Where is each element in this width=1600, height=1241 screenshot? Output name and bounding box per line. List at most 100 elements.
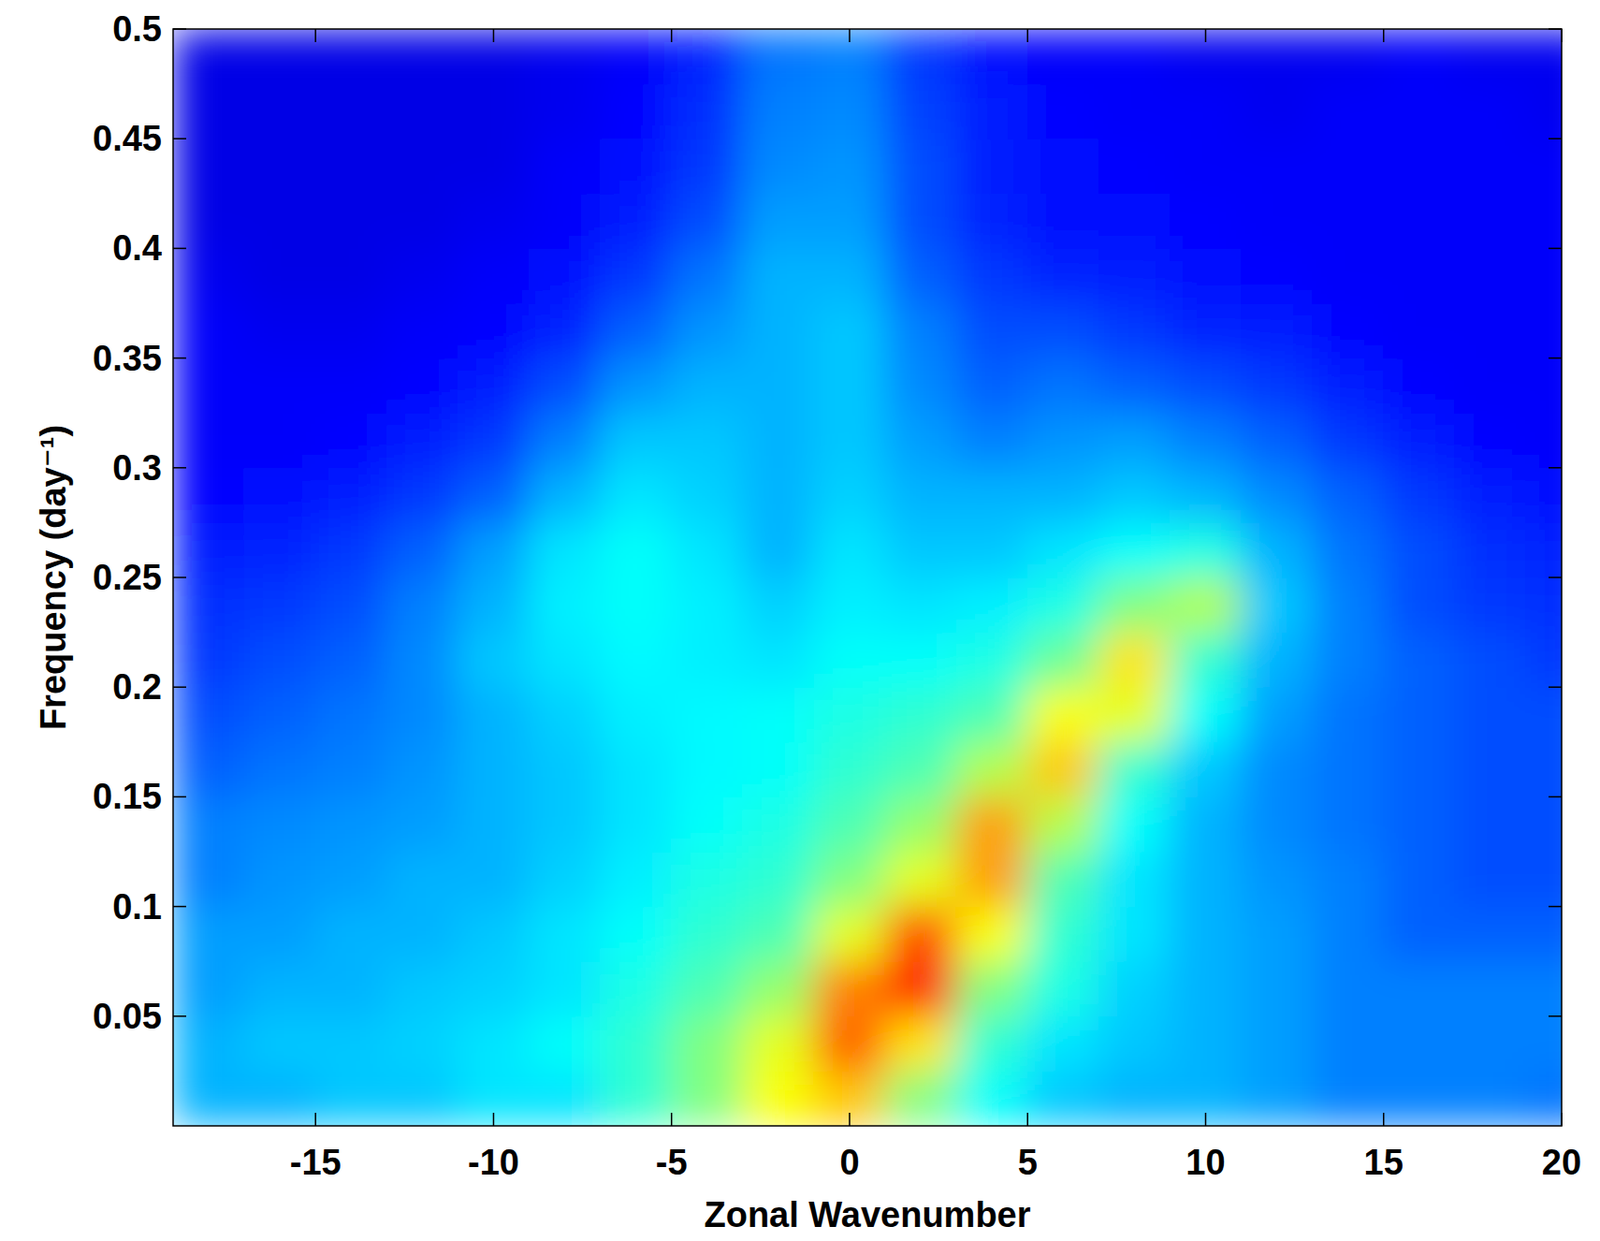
cell	[1027, 247, 1100, 305]
y-tick	[1548, 137, 1562, 140]
x-tick	[493, 1112, 495, 1126]
cell	[1027, 466, 1100, 524]
cell	[885, 29, 958, 85]
cell	[457, 303, 530, 360]
cell	[386, 686, 459, 743]
cell	[599, 83, 672, 140]
cell	[670, 138, 743, 195]
cell	[741, 905, 815, 962]
cell	[670, 960, 743, 1018]
y-tick	[1548, 576, 1562, 579]
cell	[1382, 960, 1455, 1018]
cell	[244, 1015, 317, 1072]
cell	[1382, 1070, 1455, 1126]
cell	[1169, 247, 1242, 305]
cell	[885, 686, 958, 743]
cell	[1525, 796, 1562, 853]
cell	[315, 138, 388, 195]
cell	[1454, 357, 1527, 414]
cell	[599, 686, 672, 743]
cell	[173, 357, 246, 414]
cell	[741, 192, 815, 249]
cell	[1098, 357, 1171, 414]
cell	[885, 1070, 958, 1126]
cell	[173, 247, 246, 305]
y-tick	[1548, 905, 1562, 908]
cell	[528, 1070, 601, 1126]
x-tick-label: 15	[1364, 1142, 1404, 1182]
cell	[670, 796, 743, 853]
y-tick-label: 0.1	[112, 887, 162, 927]
y-tick	[173, 685, 187, 688]
cell	[885, 796, 958, 853]
y-tick	[1548, 1015, 1562, 1018]
cell	[599, 466, 672, 524]
cell	[386, 522, 459, 579]
x-tick	[493, 29, 495, 43]
cell	[315, 29, 388, 85]
cell	[1311, 138, 1384, 195]
x-tick	[1026, 29, 1029, 43]
cell	[528, 851, 601, 908]
cell	[1027, 1070, 1100, 1126]
cell	[1311, 741, 1384, 798]
x-tick	[1026, 1112, 1029, 1126]
cell	[1240, 303, 1313, 360]
cell	[315, 631, 388, 688]
cell	[1169, 851, 1242, 908]
cell	[1027, 796, 1100, 853]
cell	[1382, 138, 1455, 195]
cell	[813, 686, 886, 743]
cell	[1169, 1015, 1242, 1072]
cell	[1454, 192, 1527, 249]
cell	[457, 412, 530, 469]
cell	[173, 1015, 246, 1072]
cell	[315, 466, 388, 524]
cell	[599, 960, 672, 1018]
cell	[885, 960, 958, 1018]
cell	[956, 192, 1029, 249]
cell	[885, 83, 958, 140]
cell	[1169, 796, 1242, 853]
cell	[1525, 686, 1562, 743]
cell	[315, 796, 388, 853]
cell	[885, 357, 958, 414]
cell	[813, 1070, 886, 1126]
y-tick-label: 0.5	[112, 9, 162, 49]
x-tick-label: 10	[1185, 1142, 1225, 1182]
y-tick-label: 0.35	[92, 338, 162, 379]
cell	[885, 466, 958, 524]
cell	[315, 851, 388, 908]
cell	[885, 247, 958, 305]
cell	[956, 741, 1029, 798]
cell	[1454, 577, 1527, 634]
cell	[386, 357, 459, 414]
cell	[1525, 631, 1562, 688]
cell	[956, 303, 1029, 360]
cell	[1169, 357, 1242, 414]
cell	[885, 851, 958, 908]
cell	[741, 466, 815, 524]
cell	[813, 1015, 886, 1072]
cell	[1525, 577, 1562, 634]
cell	[741, 83, 815, 140]
x-tick	[1205, 29, 1208, 43]
cell	[386, 412, 459, 469]
x-tick-label: 20	[1541, 1142, 1582, 1182]
cell	[528, 29, 601, 85]
cell	[1027, 741, 1100, 798]
cell	[1525, 466, 1562, 524]
cell	[1098, 138, 1171, 195]
y-tick-label: 0.3	[112, 448, 162, 488]
cell	[1382, 357, 1455, 414]
plot-area	[173, 29, 1562, 1126]
cell	[1311, 1070, 1384, 1126]
cell	[956, 522, 1029, 579]
x-tick	[670, 29, 673, 43]
cell	[244, 247, 317, 305]
y-tick	[173, 796, 187, 799]
cell	[173, 522, 246, 579]
x-tick	[848, 1112, 851, 1126]
cell	[244, 796, 317, 853]
y-tick-label: 0.05	[92, 996, 162, 1036]
